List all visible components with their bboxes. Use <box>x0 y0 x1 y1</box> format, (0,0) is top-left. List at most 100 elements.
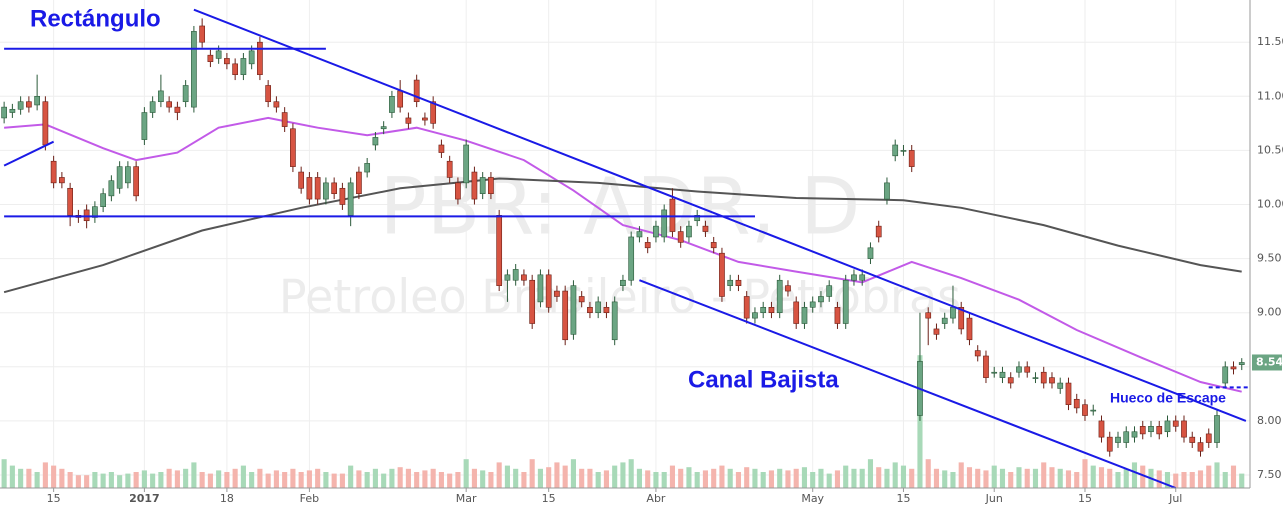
candle-body <box>801 306 808 324</box>
volume-bar <box>694 472 700 488</box>
candle-body <box>92 206 98 218</box>
candle-body <box>1040 371 1047 384</box>
candle-body <box>240 58 247 75</box>
y-tick-label: 11.00 <box>1257 89 1283 102</box>
candle-body <box>702 225 709 232</box>
volume-bar <box>876 467 882 488</box>
volume-bar <box>166 468 172 488</box>
candle-body <box>1205 433 1212 443</box>
x-tick-label: 18 <box>220 492 234 505</box>
candle-body <box>463 144 470 184</box>
candle-body <box>9 108 16 113</box>
volume-bar <box>735 472 742 488</box>
volume-bar <box>851 468 857 488</box>
annotation: Canal Bajista <box>688 366 839 393</box>
volume-bar <box>381 473 387 488</box>
x-tick-label: Jul <box>1168 492 1182 505</box>
volume-bar <box>645 470 651 488</box>
volume-bar <box>422 470 428 488</box>
volume-bar <box>537 468 543 488</box>
volume-bar <box>603 470 609 488</box>
volume-bar <box>18 468 24 488</box>
volume-bar <box>59 468 65 488</box>
candle-body <box>578 296 585 303</box>
volume-bar <box>777 468 783 488</box>
volume-bar <box>1041 462 1047 488</box>
candle-body <box>867 247 874 259</box>
trendline <box>193 8 1247 422</box>
volume-bar <box>711 468 717 488</box>
volume-bar <box>315 468 321 488</box>
volume-bar <box>810 472 816 488</box>
candle-body <box>149 101 156 113</box>
candle-body <box>554 290 560 297</box>
candle-body <box>224 58 230 65</box>
candle-body <box>356 171 362 194</box>
candle-body <box>199 25 206 43</box>
volume-bar <box>991 465 997 488</box>
candle-body <box>1197 442 1204 452</box>
candle-body <box>389 96 395 113</box>
volume-bar <box>546 467 552 488</box>
x-tick-label: Abr <box>646 492 666 505</box>
volume-bar <box>719 465 725 488</box>
candle-body <box>735 279 742 286</box>
candle-body <box>34 96 40 106</box>
candle-body <box>446 160 453 178</box>
candle-body <box>1139 426 1146 435</box>
volume-bar <box>150 473 156 488</box>
candle-body <box>455 182 461 200</box>
volume-bar <box>1032 468 1039 488</box>
volume-bar <box>397 467 403 488</box>
volume-bar <box>1189 472 1195 488</box>
candle-body <box>661 209 668 238</box>
volume-bar <box>653 472 659 488</box>
candle-body <box>818 296 824 303</box>
volume-bar <box>356 470 362 488</box>
candle-body <box>1090 409 1097 412</box>
volume-bar <box>900 465 907 488</box>
volume-bar <box>1090 465 1096 488</box>
candle-body <box>793 301 800 324</box>
volume-bar <box>760 472 766 488</box>
candle-body <box>1222 366 1229 384</box>
trendline <box>3 140 55 167</box>
volume-bar <box>554 462 560 488</box>
candle-body <box>686 225 692 238</box>
candle-body <box>59 177 65 184</box>
candle-body <box>141 112 148 140</box>
volume-bar <box>1214 462 1220 488</box>
candle-body <box>422 117 428 121</box>
candle-body <box>504 274 511 281</box>
volume-bar <box>290 468 296 488</box>
volume-bar <box>958 462 964 488</box>
candle-body <box>941 317 948 324</box>
candle-body <box>397 90 404 108</box>
candle-body <box>999 371 1006 378</box>
volume-bar <box>372 468 378 488</box>
candle-body <box>1181 420 1187 438</box>
volume-bar <box>744 467 750 488</box>
grid <box>0 0 1250 488</box>
volume-bar <box>1049 467 1055 488</box>
volume-bar <box>587 468 593 488</box>
volume-bar <box>1098 467 1105 488</box>
candle-body <box>100 193 106 207</box>
candle-body <box>438 144 445 153</box>
volume-bar <box>158 472 164 488</box>
candle-body <box>182 85 189 103</box>
candle-body <box>521 274 527 281</box>
y-tick-label: 9.50 <box>1257 252 1282 265</box>
volume-bar <box>818 468 824 488</box>
volume-bar <box>628 459 634 488</box>
volume-bar <box>216 470 222 488</box>
volume-bar <box>133 472 139 488</box>
candle-body <box>628 236 635 281</box>
volume-bar <box>562 465 568 488</box>
volume-bar <box>504 465 510 488</box>
candle-body <box>174 106 181 113</box>
candle-body <box>1131 431 1138 438</box>
volume-bar <box>496 462 502 488</box>
volume-bar <box>414 472 420 488</box>
